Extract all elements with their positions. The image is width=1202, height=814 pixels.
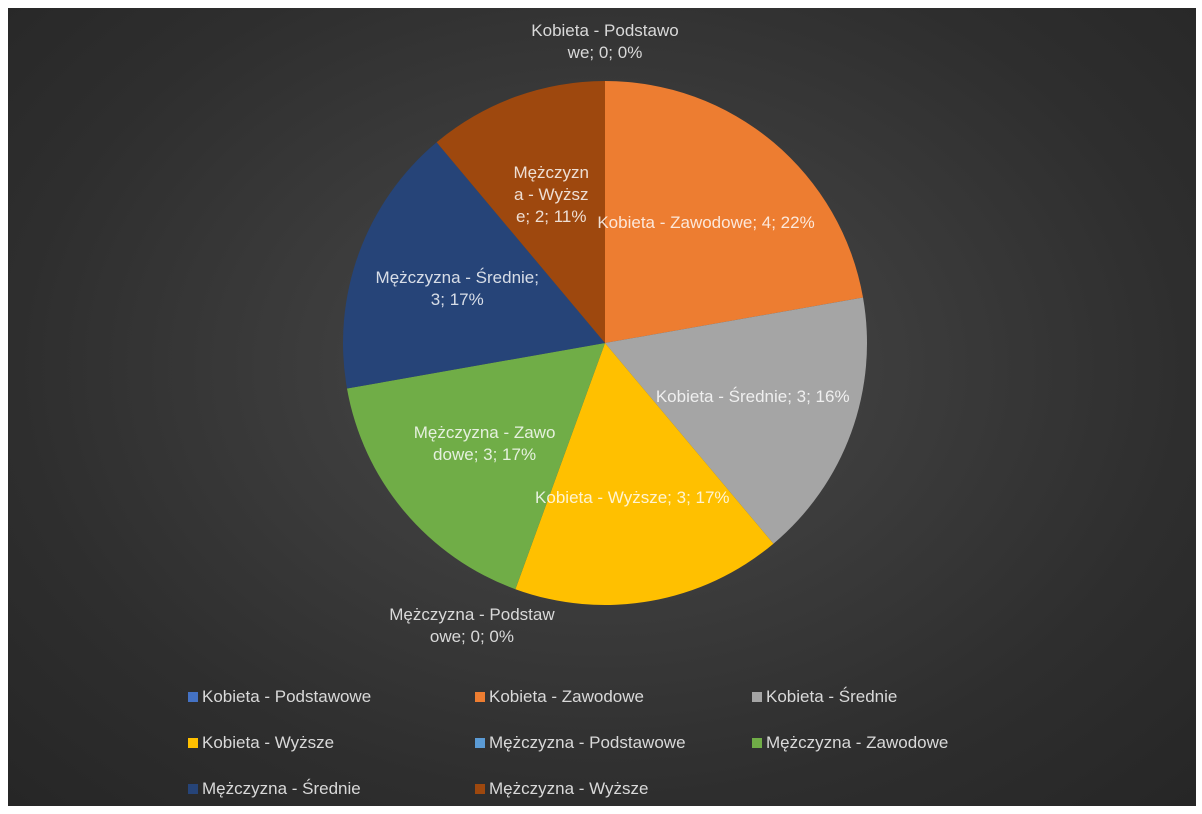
legend-swatch [475,692,485,702]
legend-swatch [475,784,485,794]
legend-label: Kobieta - Podstawowe [202,687,372,706]
legend-swatch [188,738,198,748]
data-label: Mężczyzna - Wyższe; 2; 11% [513,163,590,227]
data-label: Mężczyzna - Podstawowe; 0; 0% [389,605,555,647]
legend-item: Mężczyzna - Średnie [188,779,361,799]
legend-item: Mężczyzna - Zawodowe [752,733,948,753]
pie-slice [605,81,864,343]
legend-label: Kobieta - Średnie [766,687,898,706]
legend-label: Kobieta - Wyższe [202,733,335,752]
legend-label: Mężczyzna - Średnie [202,779,361,798]
legend-item: Kobieta - Średnie [752,687,897,707]
legend-label: Mężczyzna - Podstawowe [489,733,686,752]
legend-swatch [752,738,762,748]
legend-swatch [475,738,485,748]
legend-label: Kobieta - Zawodowe [489,687,644,706]
data-label: Kobieta - Podstawowe; 0; 0% [531,20,679,62]
legend-label: Mężczyzna - Zawodowe [766,733,949,752]
pie-slice [605,297,867,544]
legend-swatch [188,692,198,702]
chart: Kobieta - Podstawowe; 0; 0% Kobieta - Zaw… [8,8,1196,806]
legend-item: Kobieta - Zawodowe [475,687,644,707]
legend-label: Mężczyzna - Wyższe [489,779,649,798]
legend-swatch [752,692,762,702]
data-label: Kobieta - Zawodowe; 4; 22% [597,212,815,232]
data-label: Kobieta - Wyższe; 3; 17% [535,487,730,507]
data-label: Kobieta - Średnie; 3; 16% [655,386,850,406]
legend-item: Kobieta - Wyższe [188,733,334,753]
pie-slice [343,142,605,389]
pie-slice [346,343,605,590]
legend-item: Kobieta - Podstawowe [188,687,371,707]
pie-slice [436,81,605,343]
data-label: Mężczyzna - Zawodowe; 3; 17% [413,423,556,465]
legend-item: Mężczyzna - Wyższe [475,779,648,799]
legend-item: Mężczyzna - Podstawowe [475,733,686,753]
pie-area [343,81,867,605]
pie-slice [515,343,774,605]
data-label: Mężczyzna - Średnie; 3; 17% [375,268,539,310]
legend-swatch [188,784,198,794]
